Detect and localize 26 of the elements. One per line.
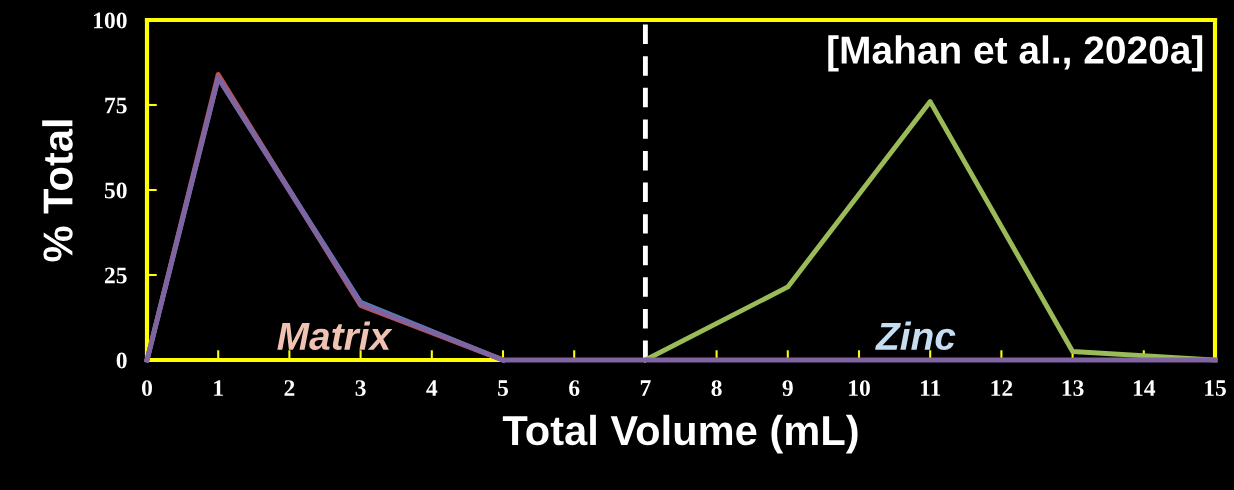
x-tick-label: 0 xyxy=(142,380,152,397)
annotation: Matrix xyxy=(277,321,393,351)
y-tick-label: 50 xyxy=(104,182,127,199)
x-tick-label: 5 xyxy=(498,380,509,397)
x-axis-title: Total Volume (mL) xyxy=(502,414,858,454)
annotation: Zinc xyxy=(875,321,956,351)
x-tick-label: 4 xyxy=(426,380,438,396)
x-tick-label: 2 xyxy=(284,380,295,396)
x-tick-label: 11 xyxy=(920,380,941,396)
x-tick-label: 13 xyxy=(1062,380,1084,397)
x-tick-label: 9 xyxy=(782,380,793,397)
y-axis-title: % Total xyxy=(42,120,73,262)
annotation: [Mahan et al., 2020a] xyxy=(828,35,1203,72)
x-tick-label: 6 xyxy=(569,380,580,397)
x-tick-label: 8 xyxy=(711,380,722,397)
x-tick-label: 15 xyxy=(1205,380,1226,397)
y-tick-label: 75 xyxy=(105,97,127,114)
x-tick-label: 3 xyxy=(355,380,366,397)
x-tick-label: 14 xyxy=(1133,380,1156,396)
y-tick-label: 25 xyxy=(104,267,127,284)
x-tick-label: 12 xyxy=(991,380,1013,396)
x-tick-label: 1 xyxy=(214,380,223,396)
x-tick-label: 7 xyxy=(640,380,651,396)
x-tick-label: 10 xyxy=(849,380,870,397)
y-tick-label: 0 xyxy=(116,352,127,369)
y-tick-label: 100 xyxy=(94,12,127,29)
